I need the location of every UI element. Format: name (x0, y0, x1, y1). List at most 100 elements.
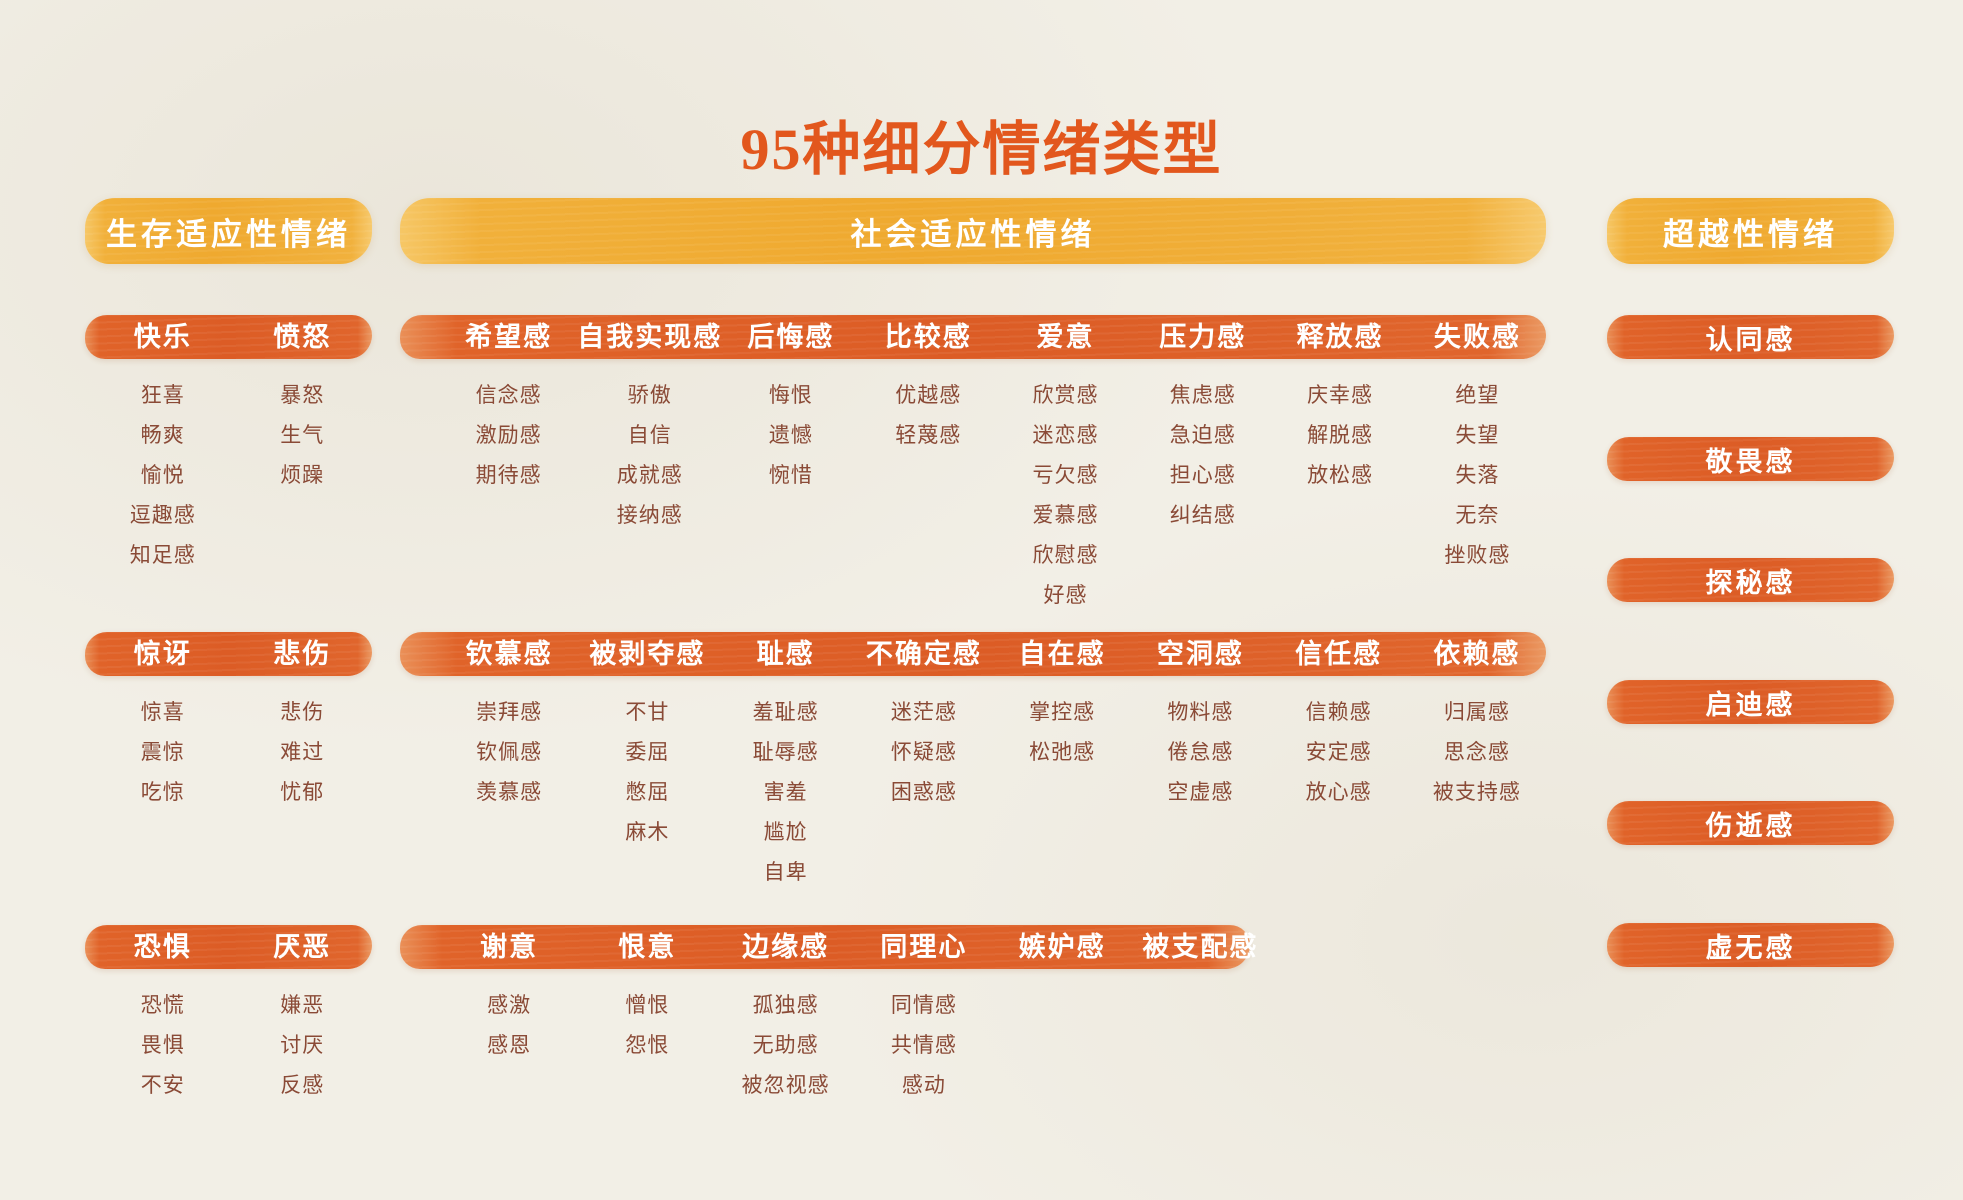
category-grid: 谢意 感激 感恩 恨意 憎恨 怨恨 边缘感 孤独感 无助感 被忽视感 同理心 同情感 共情感 感动 嫉妒感被… (400, 925, 1546, 1105)
emotion-category-header: 惊讶 (133, 639, 192, 669)
emotion-word: 憎恨 (625, 993, 670, 1017)
emotion-word-list: 庆幸感 解脱感 放松感 (1271, 375, 1408, 495)
emotion-word: 欣赏感 (1032, 383, 1099, 407)
emotion-group: 边缘感 孤独感 无助感 被忽视感 (717, 925, 855, 1105)
emotion-word: 逗趣感 (129, 503, 196, 527)
emotion-word: 被支持感 (1432, 780, 1521, 804)
emotion-word: 悲伤 (280, 700, 325, 724)
emotion-word: 迷茫感 (890, 700, 957, 724)
emotion-group: 后悔感 悔恨 遗憾 惋惜 (722, 315, 859, 615)
emotion-pill: 伤逝感 (1607, 801, 1894, 845)
emotion-word-list: 焦虑感 急迫感 担心感 纠结感 (1134, 375, 1271, 535)
emotion-group: 恨意 憎恨 怨恨 (578, 925, 716, 1105)
emotion-category-header: 爱意 (1036, 322, 1095, 352)
emotion-category-header: 快乐 (133, 322, 192, 352)
emotion-word: 信念感 (475, 383, 542, 407)
emotion-word: 吃惊 (140, 780, 185, 804)
emotion-group: 被剥夺感 不甘 委屈 憋屈 麻木 (578, 632, 716, 892)
category-grid: 恐惧 恐慌 畏惧 不安 厌恶 嫌恶 讨厌 反感 (85, 925, 372, 1105)
emotion-word: 感激 (487, 993, 532, 1017)
emotion-word: 迷恋感 (1032, 423, 1099, 447)
emotion-word-list: 恐慌 畏惧 不安 (93, 985, 233, 1105)
emotion-category-header: 被剥夺感 (589, 639, 706, 669)
emotion-category-header: 愤怒 (273, 322, 332, 352)
emotion-word-list: 悲伤 难过 忧郁 (233, 692, 373, 812)
section-transcendent: 超越性情绪 认同感 敬畏感 探秘感 启迪感 伤逝感 虚无感 (1607, 0, 1894, 1200)
emotion-word-list: 迷茫感 怀疑感 困惑感 (855, 692, 993, 812)
emotion-word-list: 暴怒 生气 烦躁 (233, 375, 373, 495)
emotion-word: 同情感 (890, 993, 957, 1017)
emotion-group: 悲伤 悲伤 难过 忧郁 (233, 632, 373, 812)
category-row: 快乐 狂喜 畅爽 愉悦 逗趣感 知足感 愤怒 暴怒 生气 烦躁 (85, 315, 372, 575)
emotion-word: 讨厌 (280, 1033, 325, 1057)
emotion-word: 狂喜 (140, 383, 185, 407)
emotion-word: 担心感 (1169, 463, 1236, 487)
emotion-word: 安定感 (1305, 740, 1372, 764)
emotion-pill: 探秘感 (1607, 558, 1894, 602)
emotion-word: 遗憾 (768, 423, 813, 447)
emotion-word: 无奈 (1455, 503, 1500, 527)
emotion-word: 尴尬 (763, 820, 808, 844)
emotion-word: 畏惧 (140, 1033, 185, 1057)
emotion-word-list: 崇拜感 钦佩感 羡慕感 (440, 692, 578, 812)
emotion-word-list: 骄傲 自信 成就感 接纳感 (577, 375, 722, 535)
emotion-word: 憋屈 (625, 780, 670, 804)
emotion-group: 谢意 感激 感恩 (440, 925, 578, 1105)
emotion-word: 思念感 (1443, 740, 1510, 764)
emotion-word: 崇拜感 (476, 700, 543, 724)
emotion-group: 压力感 焦虑感 急迫感 担心感 纠结感 (1134, 315, 1271, 615)
emotion-group: 愤怒 暴怒 生气 烦躁 (233, 315, 373, 575)
emotion-word-list: 憎恨 怨恨 (578, 985, 716, 1065)
emotion-category-header: 谢意 (480, 932, 539, 962)
emotion-group: 快乐 狂喜 畅爽 愉悦 逗趣感 知足感 (93, 315, 233, 575)
emotion-word: 孤独感 (752, 993, 819, 1017)
emotion-group: 空洞感 物料感 倦怠感 空虚感 (1131, 632, 1269, 892)
emotion-word: 反感 (280, 1073, 325, 1097)
emotion-group: 钦慕感 崇拜感 钦佩感 羡慕感 (440, 632, 578, 892)
emotion-word: 解脱感 (1307, 423, 1374, 447)
emotion-word: 困惑感 (890, 780, 957, 804)
section-social: 社会适应性情绪 希望感 信念感 激励感 期待感 自我实现感 骄傲 自信 成就感 接纳感 后悔感 悔恨遗… (400, 0, 1546, 1200)
emotion-word: 难过 (280, 740, 325, 764)
emotion-category-header: 同理心 (880, 932, 968, 962)
category-bar (400, 315, 1546, 359)
emotion-word: 挫败感 (1444, 543, 1511, 567)
emotion-word: 委屈 (625, 740, 670, 764)
emotion-word-list: 同情感 共情感 感动 (855, 985, 993, 1105)
emotion-word: 钦佩感 (476, 740, 543, 764)
emotion-word: 羞耻感 (752, 700, 819, 724)
emotion-word: 怀疑感 (890, 740, 957, 764)
emotion-word: 纠结感 (1169, 503, 1236, 527)
emotion-word: 暴怒 (280, 383, 325, 407)
category-grid: 钦慕感 崇拜感 钦佩感 羡慕感 被剥夺感 不甘 委屈 憋屈 麻木 耻感 羞耻感 耻辱感 害羞 尴尬 自卑 不确… (400, 632, 1546, 892)
category-bar (85, 315, 372, 359)
emotion-word: 愉悦 (140, 463, 185, 487)
emotion-word: 欣慰感 (1032, 543, 1099, 567)
emotion-group: 恐惧 恐慌 畏惧 不安 (93, 925, 233, 1105)
emotion-group: 失败感 绝望 失望 失落 无奈 挫败感 (1409, 315, 1546, 615)
emotion-word-list: 掌控感 松弛感 (993, 692, 1131, 772)
emotion-group: 不确定感迷茫感怀疑感困惑感 (855, 632, 993, 892)
emotion-word: 不安 (140, 1073, 185, 1097)
emotion-category-header: 失败感 (1433, 322, 1521, 352)
emotion-category-header: 被支配感 (1142, 932, 1259, 962)
emotion-word-list: 惊喜 震惊 吃惊 (93, 692, 233, 812)
emotion-category-header: 自我实现感 (577, 322, 723, 352)
section-survival: 生存适应性情绪 快乐 狂喜 畅爽 愉悦 逗趣感 知足感 愤怒 暴怒 生气 烦躁 惊讶 惊喜 震惊 吃惊 悲伤悲… (85, 0, 372, 1200)
emotion-category-header: 恐惧 (133, 932, 192, 962)
emotion-word: 松弛感 (1029, 740, 1096, 764)
emotion-word-list: 物料感 倦怠感 空虚感 (1131, 692, 1269, 812)
category-row: 惊讶 惊喜 震惊 吃惊 悲伤 悲伤 难过 忧郁 (85, 632, 372, 812)
emotion-word: 耻辱感 (752, 740, 819, 764)
emotion-word: 震惊 (140, 740, 185, 764)
emotion-category-header: 自在感 (1018, 639, 1106, 669)
emotion-word-list: 孤独感 无助感 被忽视感 (717, 985, 855, 1105)
category-bar (400, 925, 1250, 969)
emotion-word-list: 优越感 轻蔑感 (860, 375, 997, 455)
emotion-word: 失望 (1455, 423, 1500, 447)
emotion-group: 耻感 羞耻感 耻辱感 害羞 尴尬 自卑 (717, 632, 855, 892)
emotion-group: 嫉妒感 (993, 925, 1131, 1105)
emotion-group: 自在感 掌控感 松弛感 (993, 632, 1131, 892)
emotion-category-header: 不确定感 (865, 639, 982, 669)
